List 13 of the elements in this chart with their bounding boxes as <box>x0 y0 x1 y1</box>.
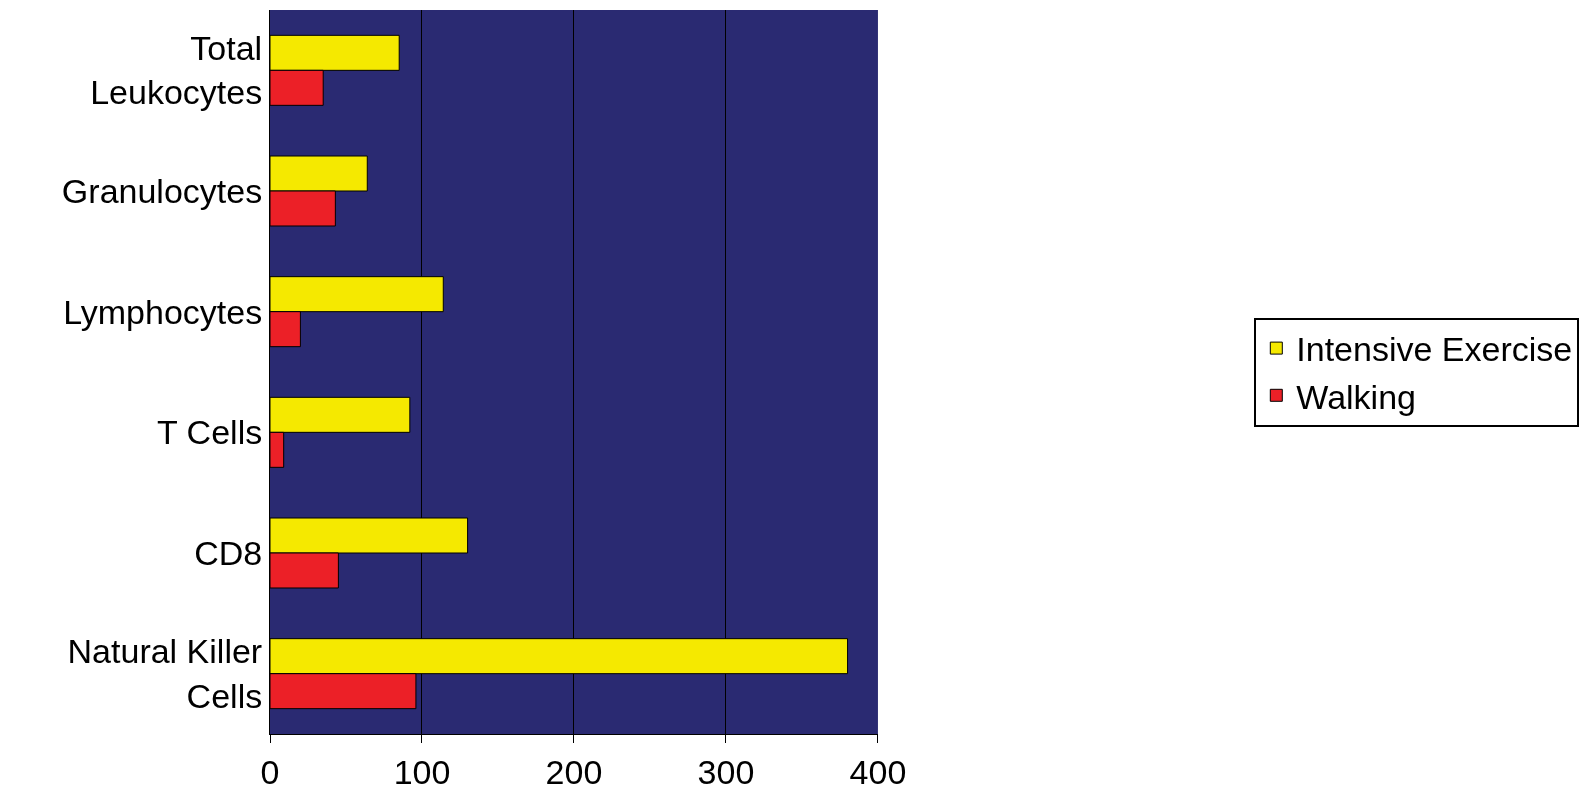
x-tick-label: 300 <box>697 752 755 791</box>
y-tick-label: Granulocytes <box>61 171 263 210</box>
y-tick-label: T Cells <box>157 413 263 452</box>
x-tick-label: 400 <box>849 752 907 791</box>
legend-label: Walking <box>1296 377 1416 416</box>
y-tick-label: CD8 <box>194 533 263 572</box>
y-tick-label: Total Leukocytes <box>90 29 263 112</box>
x-tick-label: 0 <box>260 752 280 791</box>
y-tick-label: Natural Killer Cells <box>67 632 263 715</box>
y-tick-label: Lymphocytes <box>63 292 263 331</box>
legend-label: Intensive Exercise <box>1296 330 1573 369</box>
x-tick-label: 100 <box>393 752 451 791</box>
x-tick-label: 200 <box>545 752 603 791</box>
